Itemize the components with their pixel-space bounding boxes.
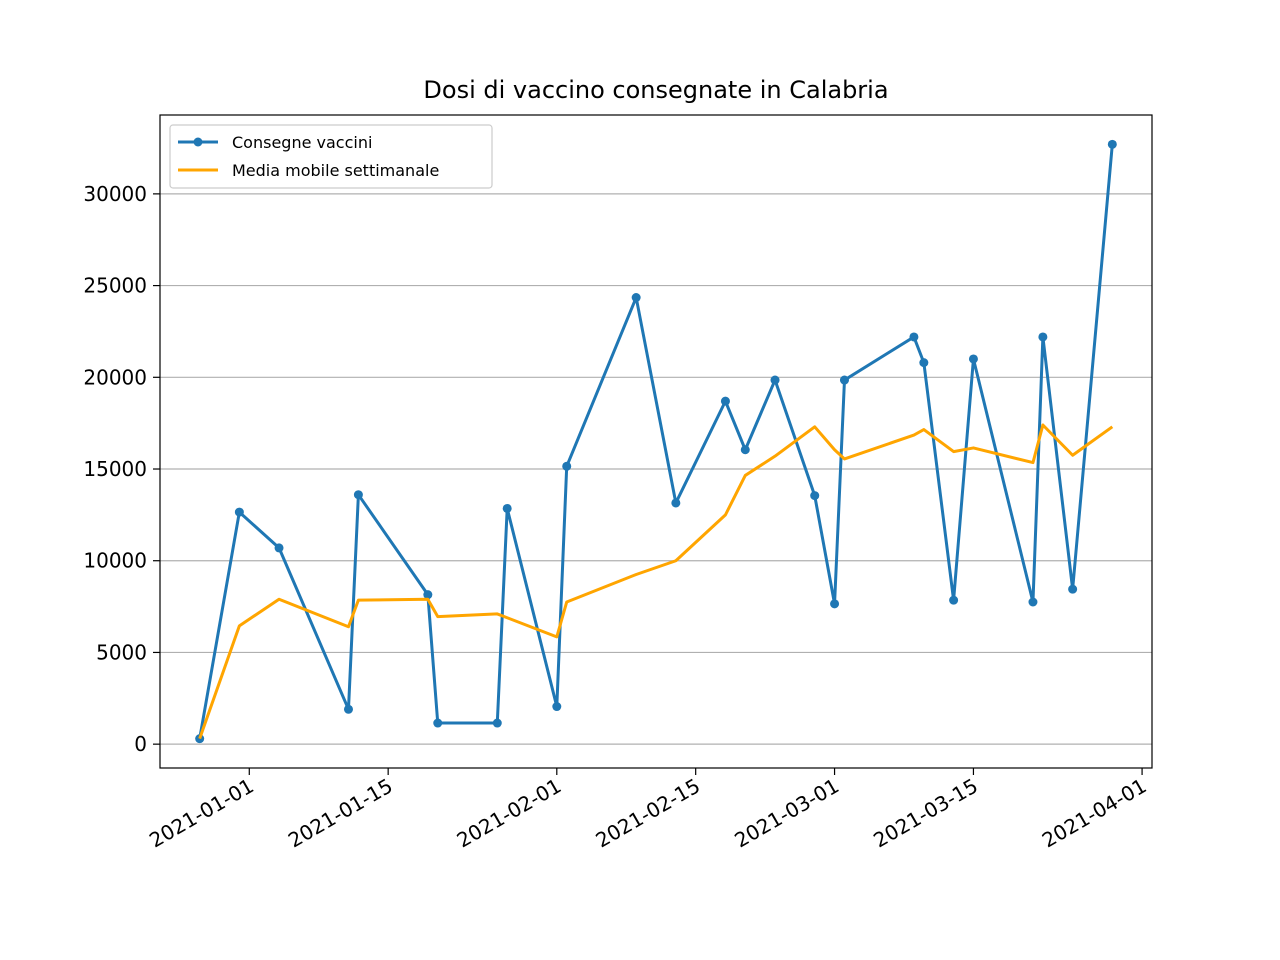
data-point: [234, 507, 244, 517]
data-point: [949, 595, 959, 605]
plot-frame: [159, 114, 1153, 769]
legend-marker: [193, 137, 203, 147]
data-point: [492, 718, 502, 728]
y-tick-label: 15000: [83, 457, 147, 481]
legend: Consegne vaccini Media mobile settimanale: [169, 124, 493, 189]
data-point: [740, 445, 750, 455]
data-point: [830, 599, 840, 609]
y-axis: 0 5000 10000 15000 20000 25000 30000: [83, 182, 160, 756]
y-tick-label: 20000: [83, 365, 147, 389]
data-point: [1038, 332, 1048, 342]
y-tick-label: 0: [134, 732, 147, 756]
series-line: [198, 423, 1114, 740]
y-tick-label: 25000: [83, 274, 147, 298]
data-point: [919, 358, 929, 368]
data-point: [433, 718, 443, 728]
data-point: [1107, 139, 1117, 149]
data-point: [423, 590, 433, 600]
data-point: [839, 375, 849, 385]
data-point: [631, 293, 641, 303]
data-point: [562, 461, 572, 471]
legend-item: Media mobile settimanale: [178, 161, 439, 180]
data-point: [552, 702, 562, 712]
legend-item: Consegne vaccini: [178, 133, 372, 152]
data-point: [1028, 597, 1038, 607]
y-tick-label: 5000: [96, 640, 147, 664]
data-point: [968, 354, 978, 364]
data-point: [909, 332, 919, 342]
data-point: [1068, 584, 1078, 594]
y-tick-label: 30000: [83, 182, 147, 206]
data-point: [353, 490, 363, 500]
data-point: [810, 491, 820, 501]
chart-title: Dosi di vaccino consegnate in Calabria: [423, 76, 888, 104]
data-point: [720, 396, 730, 406]
legend-label: Consegne vaccini: [232, 133, 372, 152]
series-2: [198, 423, 1114, 740]
legend-label: Media mobile settimanale: [232, 161, 439, 180]
y-tick-label: 10000: [83, 549, 147, 573]
series-layer: [195, 139, 1117, 744]
series-1: [195, 139, 1117, 744]
data-point: [770, 375, 780, 385]
legend-box: [169, 124, 493, 189]
data-point: [671, 498, 681, 508]
data-point: [502, 503, 512, 513]
data-point: [274, 543, 284, 553]
data-point: [343, 704, 353, 714]
